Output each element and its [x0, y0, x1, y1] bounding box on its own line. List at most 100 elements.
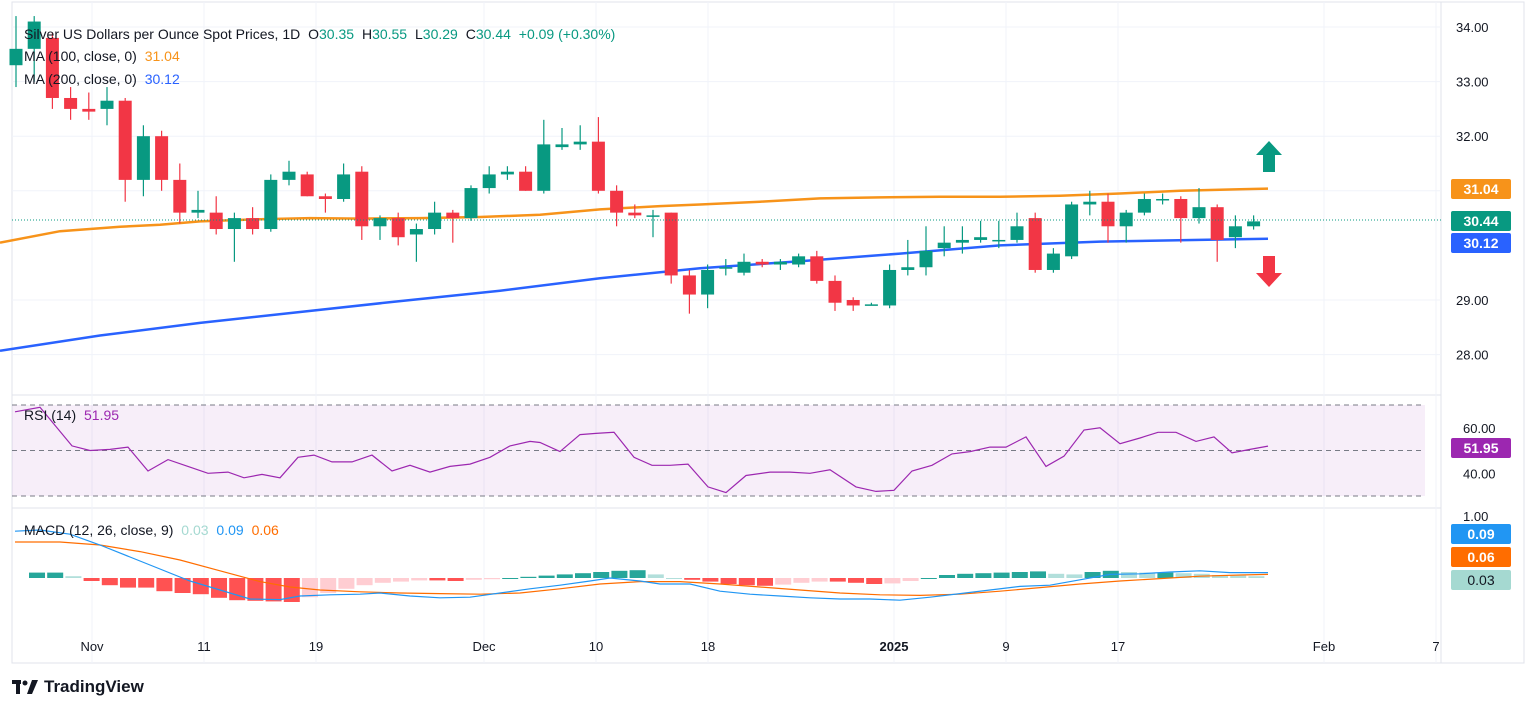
- macd-histogram-bar: [1048, 573, 1065, 578]
- candle-up: [409, 229, 423, 235]
- macd-histogram-bar: [593, 572, 610, 578]
- time-axis[interactable]: Nov 11 19 Dec 10 18 2025 9 17 Feb 7: [80, 639, 1439, 654]
- macd-hist-badge: 0.03: [1451, 570, 1511, 590]
- candle-up: [773, 261, 787, 265]
- macd-histogram-bar: [283, 578, 300, 602]
- macd-histogram-bar: [957, 573, 974, 578]
- candle-up: [264, 179, 278, 230]
- candle-up: [1119, 212, 1133, 227]
- open-label: O30.35: [308, 26, 355, 42]
- high-label: H30.55: [361, 26, 408, 42]
- close-label: C30.44: [465, 26, 511, 42]
- candle-up: [428, 212, 442, 230]
- macd-histogram-bar: [211, 578, 227, 598]
- macd-histogram-bar: [101, 578, 118, 586]
- macd-hist-value: 0.03: [181, 522, 209, 538]
- macd-histogram-bar: [629, 570, 646, 578]
- macd-histogram-bar: [738, 578, 755, 586]
- macd-histogram-bar: [902, 578, 919, 581]
- macd-histogram-bar: [775, 578, 792, 585]
- candle-up: [974, 237, 988, 240]
- candle-up: [955, 239, 969, 243]
- time-tick-label: 18: [701, 639, 715, 654]
- candle-up: [792, 256, 806, 265]
- price-tick-label: 28.00: [1456, 348, 1489, 363]
- macd-histogram-bar: [520, 576, 537, 578]
- candle-down: [300, 174, 314, 197]
- candle-up: [901, 267, 915, 270]
- macd-histogram-bar: [411, 578, 428, 581]
- rsi-legend[interactable]: RSI (14) 51.95: [24, 406, 123, 424]
- macd-histogram-bar: [1230, 575, 1247, 578]
- macd-line: [14, 529, 1268, 601]
- candle-up: [27, 21, 41, 49]
- macd-histogram-bar: [647, 574, 664, 578]
- candle-up: [992, 239, 1006, 242]
- candle-down: [591, 141, 605, 191]
- macd-histogram-bar: [556, 574, 573, 578]
- symbol-legend[interactable]: Silver US Dollars per Ounce Spot Prices,…: [24, 25, 619, 43]
- macd-histogram-bar: [320, 578, 337, 593]
- candle-up: [883, 269, 897, 306]
- macd-histogram-bar: [447, 578, 464, 581]
- time-tick-label: Nov: [80, 639, 104, 654]
- macd-legend[interactable]: MACD (12, 26, close, 9) 0.03 0.09 0.06: [24, 521, 283, 539]
- macd-histogram-bar: [1084, 572, 1101, 578]
- macd-histogram-bar: [393, 578, 409, 582]
- macd-histogram-bar: [374, 578, 391, 583]
- macd-histogram-bar: [1011, 572, 1028, 578]
- candle-up: [1228, 226, 1242, 238]
- rsi-tick-label: 40.00: [1463, 466, 1496, 481]
- time-tick-label: 17: [1111, 639, 1125, 654]
- time-tick-label: Dec: [472, 639, 496, 654]
- macd-histogram-bar: [684, 578, 701, 580]
- macd-histogram-bar: [720, 578, 737, 584]
- candle-down: [628, 212, 642, 216]
- time-tick-label: 7: [1432, 639, 1439, 654]
- ma100-line: [0, 187, 1269, 244]
- macd-histogram-bar: [429, 578, 446, 581]
- time-tick-label: 19: [309, 639, 323, 654]
- ma200-line: [0, 237, 1269, 353]
- price-tick-label: 29.00: [1456, 293, 1489, 308]
- up-arrow-icon: [1256, 141, 1282, 172]
- macd-histogram-bar: [484, 578, 500, 580]
- macd-label: MACD (12, 26, close, 9): [24, 522, 174, 538]
- candles: [9, 16, 1261, 314]
- candle-down: [682, 275, 696, 295]
- macd-histogram-bar: [338, 578, 355, 589]
- candle-down: [810, 256, 824, 281]
- macd-histogram-bar: [757, 578, 773, 586]
- tradingview-logo[interactable]: TradingView: [12, 677, 144, 697]
- candle-down: [846, 300, 860, 306]
- candle-up: [482, 174, 496, 189]
- candle-up: [937, 242, 951, 249]
- candle-down: [828, 280, 842, 303]
- candle-up: [1192, 207, 1206, 219]
- macd-signal-value: 0.06: [251, 522, 279, 538]
- macd-histogram-bar: [702, 578, 719, 582]
- candle-up: [337, 174, 351, 199]
- ma200-price-badge: 30.12: [1451, 233, 1511, 253]
- candle-up: [555, 144, 569, 148]
- macd-histogram-bar: [866, 578, 883, 584]
- candle-down: [318, 196, 332, 199]
- candle-up: [646, 215, 660, 217]
- candle-down: [664, 212, 678, 276]
- macd-histogram-bar: [1175, 573, 1192, 578]
- macd-histogram-bar: [811, 578, 828, 582]
- candle-down: [1174, 198, 1188, 219]
- macd-histogram-bar: [848, 578, 864, 583]
- candle-up: [1010, 226, 1024, 240]
- macd-histogram-bar: [120, 578, 136, 588]
- ma100-legend[interactable]: MA (100, close, 0) 31.04: [24, 47, 184, 65]
- grid-lines: [12, 2, 1441, 663]
- rsi-tick-label: 60.00: [1463, 421, 1496, 436]
- candle-up: [136, 136, 150, 180]
- ma200-legend[interactable]: MA (200, close, 0) 30.12: [24, 70, 184, 88]
- macd-histogram-bar: [939, 575, 955, 578]
- candle-down: [1210, 207, 1224, 240]
- candle-up: [464, 188, 478, 219]
- candle-down: [45, 37, 59, 98]
